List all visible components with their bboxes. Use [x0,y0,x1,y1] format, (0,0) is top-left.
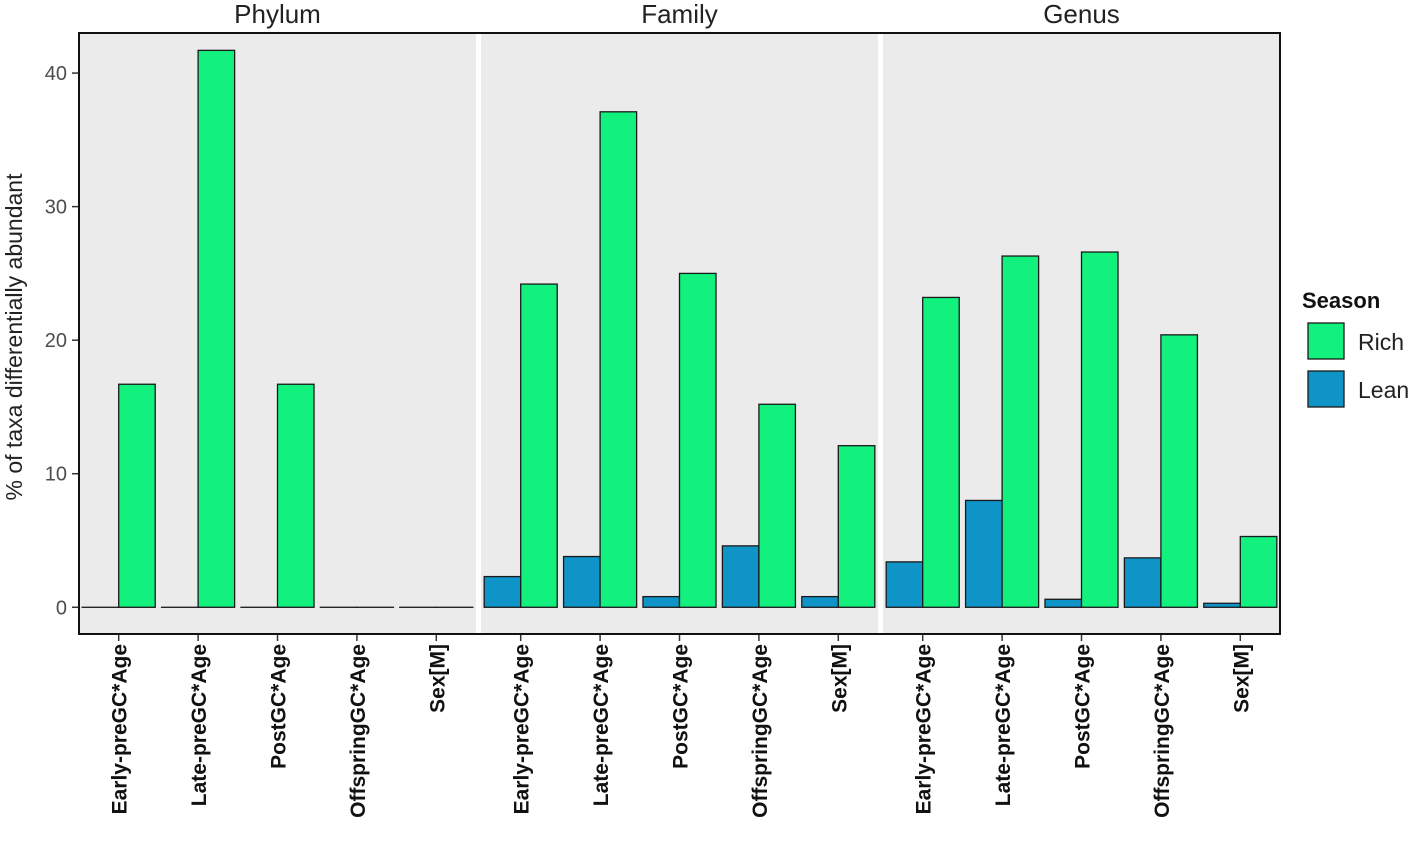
x-tick-label: Late-preGC*Age [590,644,613,806]
bar-lean [885,561,924,608]
bar-rich [197,49,236,608]
bar-rich [758,403,797,608]
facet-title: Family [641,0,718,29]
x-tick-label: PostGC*Age [670,644,693,769]
bar-rich [1239,535,1278,608]
legend-swatch-rich [1307,322,1345,360]
legend-label-rich: Rich [1358,329,1404,355]
y-tick-label: 30 [45,197,67,219]
bar-rich [678,272,717,608]
y-tick-label: 20 [45,330,67,352]
x-tick-label: Sex[M] [1230,644,1253,713]
bar-lean [801,595,839,608]
bar-lean [1203,602,1241,608]
bar-rich [837,445,876,608]
bar-rich [1080,251,1119,608]
x-tick-label: PostGC*Age [268,644,291,769]
x-tick-label: Early-preGC*Age [511,644,534,814]
bar-rich [276,383,315,608]
facet-title: Genus [1043,0,1120,29]
bar-lean [1123,557,1162,608]
bar-lean [964,499,1003,608]
bar-rich [1160,334,1199,608]
x-tick-label: OffspringGC*Age [347,644,370,818]
y-axis: 0 10 20 30 40 [45,63,79,619]
bar-rich [118,383,156,608]
bar-lean [562,555,601,608]
y-tick-label: 0 [56,597,67,619]
x-tick-label: Sex[M] [828,644,851,713]
bar-lean [1044,598,1083,608]
x-tick-label: OffspringGC*Age [749,644,772,818]
facet-title: Phylum [234,0,321,29]
legend-title: Season [1302,288,1380,313]
y-tick-label: 40 [45,63,67,85]
x-tick-label: OffspringGC*Age [1151,644,1174,818]
bar-rich [1001,255,1040,608]
bar-rich [599,111,638,608]
bar-lean [483,575,522,608]
x-tick-label: Late-preGC*Age [188,644,211,806]
legend: Season Rich Lean [1302,288,1409,408]
plot-border [78,32,1281,635]
legend-entries: Rich Lean [1307,322,1409,408]
x-tick-label: Sex[M] [426,644,449,713]
bar-rich [520,283,558,608]
x-tick-label: Late-preGC*Age [992,644,1015,806]
legend-swatch-lean [1307,370,1345,408]
y-axis-title: % of taxa differentially abundant [1,173,27,501]
x-tick-label: PostGC*Age [1072,644,1095,769]
facet-genus: Genus Early-preGC*Age Late-preGC*Age PostGC… [883,0,1280,818]
legend-label-lean: Lean [1358,377,1409,403]
x-tick-label: Early-preGC*Age [109,644,132,814]
facet-phylum: Phylum Early-preGC*Age Late-preGC*Age PostG… [79,0,476,818]
y-tick-label: 10 [45,464,67,486]
bar-rich [922,296,960,608]
facets: 0 10 20 30 40 Phylum Early-preGC*Age Late-preGC… [45,0,1281,818]
bar-lean [721,545,760,608]
facet-family: Family Early-preGC*Age Late-preGC*Age PostG… [481,0,878,818]
x-tick-label: Early-preGC*Age [913,644,936,814]
bar-lean [642,595,681,608]
